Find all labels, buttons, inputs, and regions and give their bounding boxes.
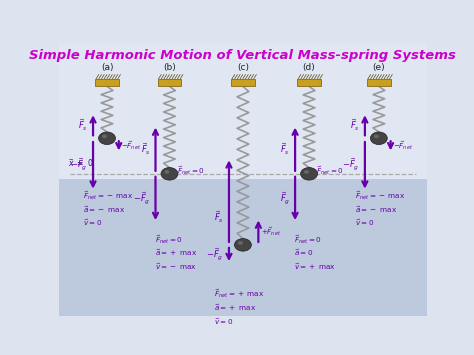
Text: $\vec{F}_s$: $\vec{F}_s$ <box>280 142 290 157</box>
Text: $\vec{a}=+\ $max: $\vec{a}=+\ $max <box>213 302 255 313</box>
Text: $\vec{v}=-\ $max: $\vec{v}=-\ $max <box>155 262 197 272</box>
Text: $\vec{F}_{net}=0$: $\vec{F}_{net}=0$ <box>317 165 344 178</box>
Circle shape <box>370 132 387 144</box>
Text: $\vec{F}_{net}=-\ $max: $\vec{F}_{net}=-\ $max <box>355 189 405 202</box>
Circle shape <box>164 170 169 174</box>
Text: $-\vec{F}_g$: $-\vec{F}_g$ <box>342 156 360 172</box>
Text: Simple Harmonic Motion of Vertical Mass-spring Systems: Simple Harmonic Motion of Vertical Mass-… <box>29 49 456 62</box>
Circle shape <box>301 168 318 180</box>
Text: $\vec{a}=-\ $max: $\vec{a}=-\ $max <box>83 204 125 215</box>
Text: (c): (c) <box>237 63 249 72</box>
Bar <box>95 79 119 86</box>
Text: $\vec{F}_s$: $\vec{F}_s$ <box>78 118 88 133</box>
Text: $\vec{v}=0$: $\vec{v}=0$ <box>83 218 102 228</box>
Circle shape <box>99 132 116 144</box>
Text: (b): (b) <box>163 63 176 72</box>
Text: (a): (a) <box>101 63 113 72</box>
Text: $\vec{a}=0$: $\vec{a}=0$ <box>294 248 314 258</box>
Text: (d): (d) <box>303 63 315 72</box>
Circle shape <box>374 135 379 138</box>
Bar <box>231 79 255 86</box>
Text: $\vec{F}_{net}=0$: $\vec{F}_{net}=0$ <box>177 165 205 178</box>
Text: $-\vec{F}_g$: $-\vec{F}_g$ <box>206 246 224 262</box>
Text: $-\vec{F}_g$: $-\vec{F}_g$ <box>71 156 88 172</box>
Bar <box>367 79 391 86</box>
Text: $\vec{F}_{net}=-\ $max: $\vec{F}_{net}=-\ $max <box>83 189 134 202</box>
Text: $\vec{F}_{net}=0$: $\vec{F}_{net}=0$ <box>294 233 322 246</box>
Text: $-\vec{F}_{net}$: $-\vec{F}_{net}$ <box>121 139 141 152</box>
Text: $\vec{v}=+\ $max: $\vec{v}=+\ $max <box>294 262 337 272</box>
Circle shape <box>238 241 243 245</box>
Text: $\vec{v}=0$: $\vec{v}=0$ <box>213 316 233 327</box>
Text: $\vec{v}=0$: $\vec{v}=0$ <box>355 218 374 228</box>
Circle shape <box>304 170 309 174</box>
Circle shape <box>235 239 251 251</box>
Text: $\vec{F}_{net}=0$: $\vec{F}_{net}=0$ <box>155 233 182 246</box>
Text: $\vec{F}_s$: $\vec{F}_s$ <box>350 118 360 133</box>
Text: $\vec{a}=+\ $max: $\vec{a}=+\ $max <box>155 248 197 258</box>
Bar <box>297 79 321 86</box>
Text: $-\vec{F}_{net}$: $-\vec{F}_{net}$ <box>393 139 413 152</box>
Text: $\vec{F}_s$: $\vec{F}_s$ <box>214 210 224 225</box>
Text: (e): (e) <box>373 63 385 72</box>
Text: $\vec{F}_g$: $\vec{F}_g$ <box>280 190 290 206</box>
Text: $\vec{F}_s$: $\vec{F}_s$ <box>140 142 150 157</box>
Text: $\vec{x}\ =\ 0$: $\vec{x}\ =\ 0$ <box>68 157 94 169</box>
Text: $+\vec{F}_{net}$: $+\vec{F}_{net}$ <box>261 225 282 237</box>
Text: $\vec{a}=-\ $max: $\vec{a}=-\ $max <box>355 204 397 215</box>
Text: $\vec{F}_{net}=+\ $max: $\vec{F}_{net}=+\ $max <box>213 288 264 300</box>
Circle shape <box>161 168 178 180</box>
Circle shape <box>102 135 107 138</box>
Bar <box>157 79 182 86</box>
Text: $-\vec{F}_g$: $-\vec{F}_g$ <box>133 190 150 206</box>
